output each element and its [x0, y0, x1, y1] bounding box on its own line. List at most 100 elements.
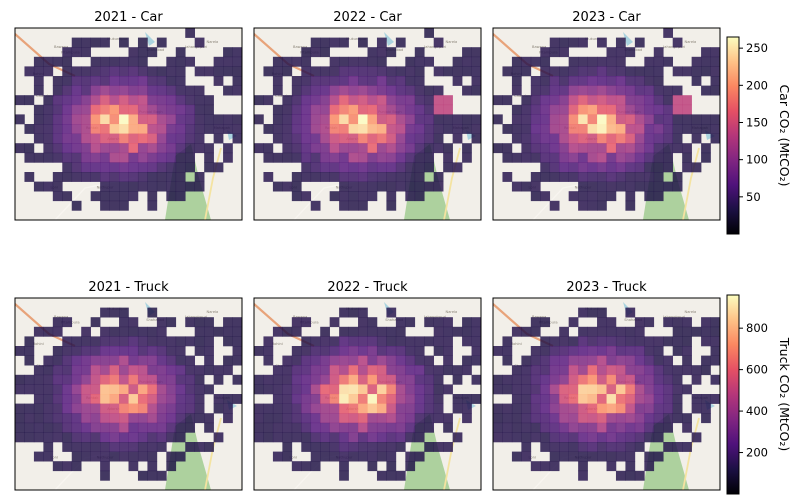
heatmap-cell: [100, 172, 110, 182]
heatmap-cell: [147, 114, 158, 125]
heatmap-cell: [358, 133, 368, 144]
heatmap-cell: [653, 422, 664, 433]
heatmap-cell: [644, 191, 655, 202]
heatmap-cell: [156, 37, 167, 48]
heatmap-cell: [530, 95, 541, 106]
heatmap-cell: [71, 451, 82, 462]
heatmap-cell: [644, 162, 655, 173]
heatmap-cell: [587, 200, 598, 211]
heatmap-cell: [511, 365, 522, 376]
heatmap-cell: [597, 346, 607, 356]
heatmap-cell: [109, 76, 120, 86]
heatmap-cell: [376, 152, 387, 163]
heatmap-cell: [395, 403, 406, 414]
heatmap-cell: [291, 133, 302, 144]
heatmap-cell: [414, 143, 425, 154]
heatmap-cell: [15, 95, 25, 106]
heatmap-cell: [282, 95, 293, 106]
heatmap-cell: [329, 37, 340, 48]
heatmap-cell: [376, 355, 387, 366]
heatmap-cell: [710, 133, 720, 144]
heatmap-cell: [90, 394, 101, 404]
heatmap-cell: [166, 384, 177, 395]
heatmap-cell: [578, 442, 588, 452]
heatmap-cell: [137, 374, 148, 385]
heatmap-cell: [232, 394, 242, 404]
heatmap-cell: [452, 66, 463, 77]
heatmap-cell: [52, 317, 63, 328]
heatmap-cell: [272, 56, 283, 67]
heatmap-cell: [367, 442, 378, 452]
heatmap-cell: [128, 181, 139, 192]
heatmap-cell: [521, 124, 532, 134]
heatmap-cell: [339, 413, 349, 424]
heatmap-cell: [52, 172, 63, 182]
heatmap-cell: [587, 374, 598, 385]
heatmap-cell: [433, 104, 444, 115]
heatmap-cell: [634, 133, 645, 144]
heatmap-cell: [587, 326, 598, 337]
heatmap-cell: [471, 355, 481, 366]
heatmap-cell: [62, 413, 73, 424]
heatmap-cell: [175, 162, 186, 173]
heatmap-cell: [213, 66, 224, 77]
heatmap-cell: [395, 66, 406, 77]
heatmap-cell: [443, 442, 453, 452]
heatmap-cell: [587, 451, 598, 462]
heatmap-cell: [254, 403, 264, 414]
heatmap-cell: [367, 461, 378, 472]
heatmap-cell: [282, 133, 293, 144]
heatmap-cell: [43, 181, 54, 192]
heatmap-cell: [443, 317, 453, 328]
heatmap-cell: [663, 355, 674, 366]
heatmap-cell: [223, 152, 233, 163]
heatmap-cell: [358, 200, 368, 211]
heatmap-cell: [147, 47, 158, 58]
heatmap-cell: [452, 432, 463, 443]
heatmap-cell: [405, 191, 416, 202]
heatmap-cell: [119, 85, 129, 96]
heatmap-cell: [405, 317, 416, 328]
heatmap-cell: [663, 28, 674, 38]
heatmap-cell: [424, 422, 435, 433]
heatmap-cell: [597, 442, 607, 452]
heatmap-cell: [653, 95, 664, 106]
heatmap-cell: [644, 365, 655, 376]
heatmap-cell: [578, 336, 588, 347]
heatmap-cell: [109, 124, 120, 134]
heatmap-cell: [634, 413, 645, 424]
heatmap-cell: [540, 394, 551, 404]
heatmap-cell: [175, 133, 186, 144]
heatmap-cell: [282, 403, 293, 414]
heatmap-cell: [615, 451, 626, 462]
heatmap-cell: [568, 317, 579, 328]
heatmap-cell: [90, 384, 101, 395]
heatmap-cell: [549, 413, 560, 424]
heatmap-cell: [43, 152, 54, 163]
heatmap-cell: [511, 76, 522, 86]
heatmap-cell: [339, 442, 349, 452]
heatmap-cell: [367, 413, 378, 424]
heatmap-cell: [462, 403, 472, 414]
heatmap-cell: [672, 384, 683, 395]
heatmap-cell: [109, 346, 120, 356]
heatmap-cell: [367, 336, 378, 347]
heatmap-cell: [615, 172, 626, 182]
heatmap-cell: [109, 200, 120, 211]
heatmap-cell: [137, 66, 148, 77]
heatmap-cell: [471, 56, 481, 67]
heatmap-cell: [24, 124, 35, 134]
heatmap-cell: [15, 143, 25, 154]
heatmap-cell: [282, 152, 293, 163]
heatmap-cell: [634, 470, 645, 481]
heatmap-cell: [100, 442, 110, 452]
heatmap-cell: [329, 143, 340, 154]
heatmap-cell: [100, 374, 110, 385]
heatmap-cell: [540, 422, 551, 433]
heatmap-cell: [405, 133, 416, 144]
heatmap-cell: [615, 47, 626, 58]
heatmap-cell: [625, 470, 636, 481]
heatmap-cell: [691, 66, 702, 77]
heatmap-cell: [424, 317, 435, 328]
heatmap-cell: [395, 133, 406, 144]
